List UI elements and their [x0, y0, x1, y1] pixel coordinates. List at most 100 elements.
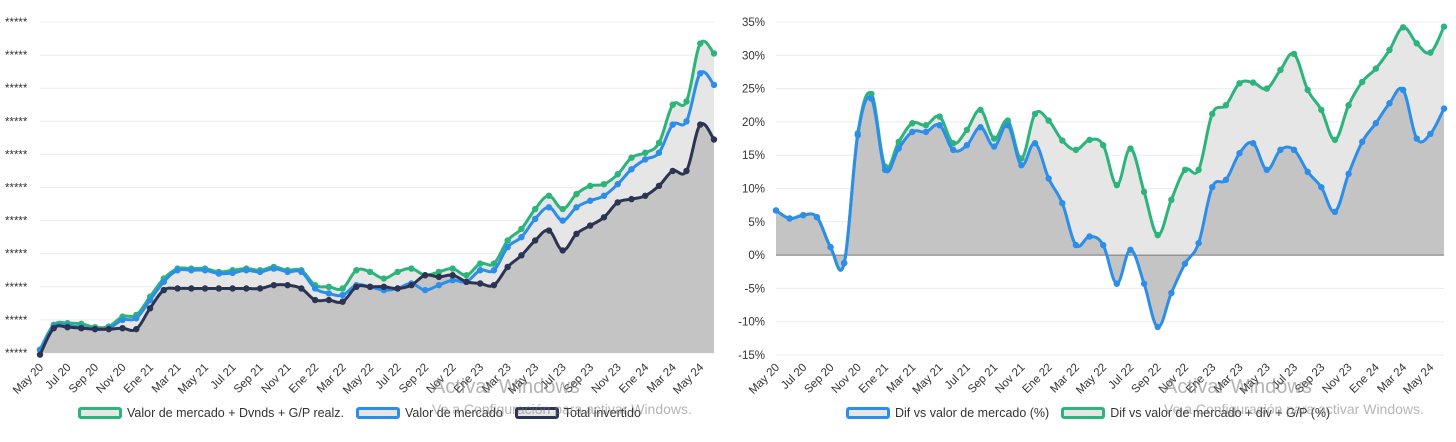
x-tick-label: May 22	[1074, 362, 1109, 397]
data-point	[1168, 289, 1175, 297]
data-point	[669, 167, 676, 175]
data-point	[1318, 183, 1325, 191]
data-point	[325, 296, 333, 304]
data-point	[1209, 110, 1216, 118]
data-point	[1222, 102, 1230, 109]
data-point	[559, 205, 566, 213]
data-point	[1359, 138, 1366, 146]
data-point	[1127, 145, 1134, 152]
data-point	[1413, 135, 1420, 142]
data-point	[614, 199, 621, 206]
data-point	[78, 324, 85, 332]
data-point	[1413, 40, 1420, 47]
x-tick-label: Sep 21	[966, 362, 1000, 396]
data-point	[600, 214, 608, 221]
data-point	[628, 195, 635, 203]
data-point	[895, 138, 902, 146]
data-point	[435, 268, 443, 276]
data-point	[827, 243, 834, 251]
data-point	[813, 213, 821, 221]
data-point	[298, 268, 305, 276]
left-chart-legend: Valor de mercado + Dvnds + G/P realz. Va…	[78, 406, 647, 420]
legend-swatch-green	[1061, 407, 1106, 419]
legend-label: Valor de mercado + Dvnds + G/P realz.	[127, 406, 345, 420]
data-point	[1086, 136, 1093, 144]
data-point	[1154, 323, 1161, 331]
data-point	[1195, 239, 1202, 247]
data-point	[545, 227, 553, 234]
data-point	[1440, 105, 1448, 112]
data-point	[1440, 23, 1448, 30]
data-point	[449, 265, 456, 272]
data-point	[683, 98, 690, 105]
data-point	[504, 263, 511, 271]
data-point	[628, 154, 635, 161]
y-tick-label: *****	[5, 282, 28, 294]
legend-label: Total invertido	[563, 406, 641, 420]
data-point	[573, 230, 580, 238]
data-point	[1059, 137, 1066, 144]
legend-item-diff-market-value[interactable]: Dif vs valor de mercado (%)	[846, 406, 1049, 420]
y-tick-label: 10%	[742, 184, 765, 196]
x-tick-label: May 20	[747, 362, 782, 397]
windows-activation-watermark-subtitle: Ve a Configuración para activar Windows.	[1164, 401, 1424, 417]
legend-swatch-blue	[846, 407, 890, 419]
y-tick-label: -10%	[738, 317, 765, 329]
data-point	[1331, 136, 1339, 144]
data-point	[573, 190, 580, 198]
x-tick-label: Sep 20	[67, 362, 101, 396]
x-tick-label: Nov 21	[259, 362, 293, 396]
data-point	[504, 243, 511, 251]
data-point	[697, 121, 704, 128]
data-point	[1072, 146, 1080, 154]
data-point	[710, 136, 718, 143]
legend-label: Dif vs valor de mercado + div + G/P (%)	[1110, 406, 1331, 420]
y-tick-label: *****	[5, 17, 28, 29]
data-point	[1181, 166, 1189, 174]
data-point	[201, 285, 209, 292]
data-point	[600, 180, 608, 188]
data-point	[463, 272, 470, 279]
data-point	[1099, 142, 1107, 149]
data-point	[1236, 150, 1243, 157]
legend-item-market-value[interactable]: Valor de mercado	[356, 406, 503, 420]
data-point	[518, 225, 525, 233]
y-tick-label: *****	[5, 149, 28, 161]
data-point	[284, 281, 291, 289]
data-point	[1031, 110, 1039, 118]
data-point	[243, 267, 250, 274]
data-point	[504, 237, 511, 244]
legend-item-total-invested[interactable]: Total invertido	[514, 406, 641, 420]
data-point	[133, 315, 140, 322]
data-point	[977, 106, 984, 114]
y-tick-label: *****	[5, 315, 28, 327]
data-point	[449, 272, 456, 279]
data-point	[854, 132, 861, 139]
data-point	[1290, 50, 1298, 58]
data-point	[518, 233, 525, 241]
data-point	[1018, 161, 1025, 169]
data-point	[188, 285, 195, 292]
data-point	[1031, 140, 1039, 147]
windows-activation-watermark-title: Activar Windows	[432, 376, 580, 398]
data-point	[950, 140, 957, 147]
data-point	[1304, 168, 1311, 176]
data-point	[463, 278, 470, 286]
data-point	[490, 281, 498, 289]
data-point	[1304, 86, 1311, 94]
data-point	[160, 278, 167, 286]
data-point	[1127, 246, 1134, 253]
data-point	[1345, 102, 1352, 109]
data-point	[50, 324, 57, 332]
data-point	[922, 128, 930, 136]
data-point	[1236, 80, 1243, 87]
legend-item-diff-market-value-div[interactable]: Dif vs valor de mercado + div + G/P (%)	[1061, 406, 1330, 420]
data-point	[1222, 176, 1230, 184]
data-point	[587, 182, 594, 190]
data-point	[1372, 120, 1380, 127]
right-chart-legend: Dif vs valor de mercado (%) Dif vs valor…	[846, 406, 1336, 420]
x-tick-label: May 24	[671, 361, 707, 397]
legend-item-market-value-dividends[interactable]: Valor de mercado + Dvnds + G/P realz.	[78, 406, 344, 420]
y-tick-label: 35%	[742, 17, 765, 29]
legend-label: Dif vs valor de mercado (%)	[895, 406, 1050, 420]
